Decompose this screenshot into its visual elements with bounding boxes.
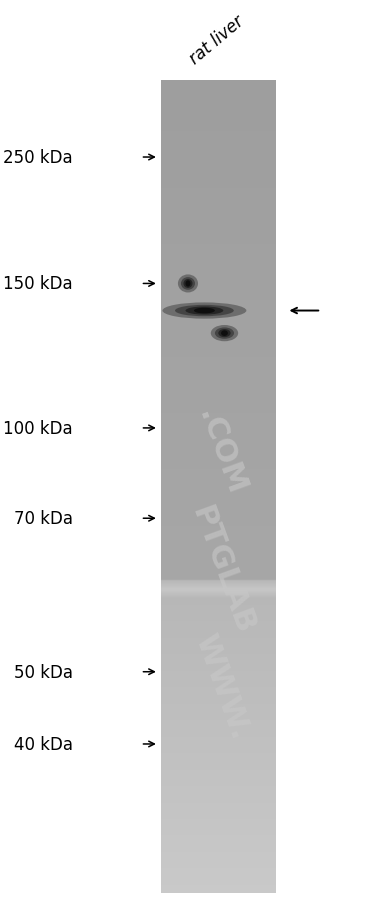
Text: .COM: .COM <box>193 405 251 499</box>
Text: WWW.: WWW. <box>189 630 254 743</box>
Text: 100 kDa: 100 kDa <box>3 419 73 437</box>
Ellipse shape <box>211 326 238 342</box>
Ellipse shape <box>215 328 234 339</box>
Ellipse shape <box>218 330 231 338</box>
Text: 40 kDa: 40 kDa <box>14 735 73 753</box>
Ellipse shape <box>162 303 246 319</box>
Text: 250 kDa: 250 kDa <box>3 149 73 167</box>
Ellipse shape <box>175 306 234 317</box>
Text: 150 kDa: 150 kDa <box>3 275 73 293</box>
Ellipse shape <box>221 331 228 336</box>
Text: 70 kDa: 70 kDa <box>14 510 73 528</box>
Ellipse shape <box>194 308 215 314</box>
Ellipse shape <box>185 307 223 315</box>
Ellipse shape <box>184 280 192 289</box>
Ellipse shape <box>178 275 198 293</box>
Text: PTGLAB: PTGLAB <box>185 502 258 637</box>
Ellipse shape <box>185 281 191 287</box>
Ellipse shape <box>181 278 195 290</box>
Text: rat liver: rat liver <box>187 12 248 68</box>
Text: 50 kDa: 50 kDa <box>14 663 73 681</box>
